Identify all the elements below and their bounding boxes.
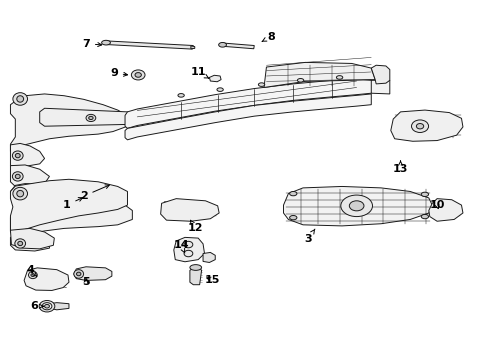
Polygon shape <box>10 143 44 166</box>
Text: 3: 3 <box>304 229 314 244</box>
Polygon shape <box>10 179 127 234</box>
Text: 7: 7 <box>82 39 102 49</box>
Polygon shape <box>10 165 49 187</box>
Ellipse shape <box>135 73 141 77</box>
Polygon shape <box>209 75 221 82</box>
Ellipse shape <box>183 241 192 248</box>
Ellipse shape <box>15 174 20 179</box>
Ellipse shape <box>88 116 93 120</box>
Ellipse shape <box>13 93 27 105</box>
Ellipse shape <box>42 303 52 310</box>
Polygon shape <box>125 94 370 140</box>
Text: 14: 14 <box>173 240 188 253</box>
Polygon shape <box>10 228 54 249</box>
Polygon shape <box>160 199 219 221</box>
Polygon shape <box>49 303 69 310</box>
Ellipse shape <box>102 40 110 45</box>
Polygon shape <box>264 62 374 87</box>
Ellipse shape <box>17 190 23 197</box>
Polygon shape <box>283 186 431 226</box>
Ellipse shape <box>420 192 427 197</box>
Ellipse shape <box>131 70 145 80</box>
Polygon shape <box>173 237 204 262</box>
Text: 15: 15 <box>204 275 220 285</box>
Polygon shape <box>24 268 69 291</box>
Text: 8: 8 <box>262 32 275 41</box>
Ellipse shape <box>218 42 226 47</box>
Text: 2: 2 <box>80 185 109 201</box>
Polygon shape <box>104 41 193 49</box>
Text: 12: 12 <box>187 220 203 233</box>
Text: 4: 4 <box>26 265 37 276</box>
Ellipse shape <box>39 301 55 312</box>
Ellipse shape <box>336 76 342 79</box>
Polygon shape <box>370 80 389 94</box>
Ellipse shape <box>258 83 264 86</box>
Ellipse shape <box>86 114 96 122</box>
Polygon shape <box>370 65 389 84</box>
Ellipse shape <box>31 274 35 276</box>
Ellipse shape <box>348 201 363 211</box>
Polygon shape <box>189 268 201 285</box>
Ellipse shape <box>13 187 27 200</box>
Ellipse shape <box>15 153 20 158</box>
Ellipse shape <box>15 239 25 248</box>
Ellipse shape <box>12 172 23 181</box>
Ellipse shape <box>17 96 23 102</box>
Polygon shape <box>428 199 462 221</box>
Ellipse shape <box>178 94 184 97</box>
Text: 9: 9 <box>110 68 127 78</box>
Text: 10: 10 <box>428 200 444 210</box>
Polygon shape <box>390 110 462 141</box>
Ellipse shape <box>297 78 303 82</box>
Ellipse shape <box>28 271 37 279</box>
Polygon shape <box>10 94 127 151</box>
Polygon shape <box>10 184 132 237</box>
Ellipse shape <box>411 120 427 132</box>
Polygon shape <box>203 252 215 262</box>
Ellipse shape <box>183 250 192 257</box>
Ellipse shape <box>76 272 81 276</box>
Ellipse shape <box>415 123 423 129</box>
Ellipse shape <box>217 88 223 91</box>
Text: 6: 6 <box>30 301 43 311</box>
Polygon shape <box>190 46 194 49</box>
Text: 1: 1 <box>62 198 82 210</box>
Polygon shape <box>74 267 112 280</box>
Ellipse shape <box>44 305 49 308</box>
Ellipse shape <box>189 265 201 270</box>
Polygon shape <box>10 234 49 251</box>
Text: 5: 5 <box>82 277 90 287</box>
Ellipse shape <box>420 215 427 219</box>
Text: 13: 13 <box>392 161 407 174</box>
Ellipse shape <box>74 270 83 278</box>
Text: 11: 11 <box>190 67 208 78</box>
Ellipse shape <box>340 195 372 217</box>
Ellipse shape <box>289 216 296 220</box>
Polygon shape <box>40 108 132 126</box>
Ellipse shape <box>289 192 296 196</box>
Ellipse shape <box>18 241 22 246</box>
Polygon shape <box>222 43 254 49</box>
Polygon shape <box>125 79 375 129</box>
Ellipse shape <box>12 151 23 160</box>
